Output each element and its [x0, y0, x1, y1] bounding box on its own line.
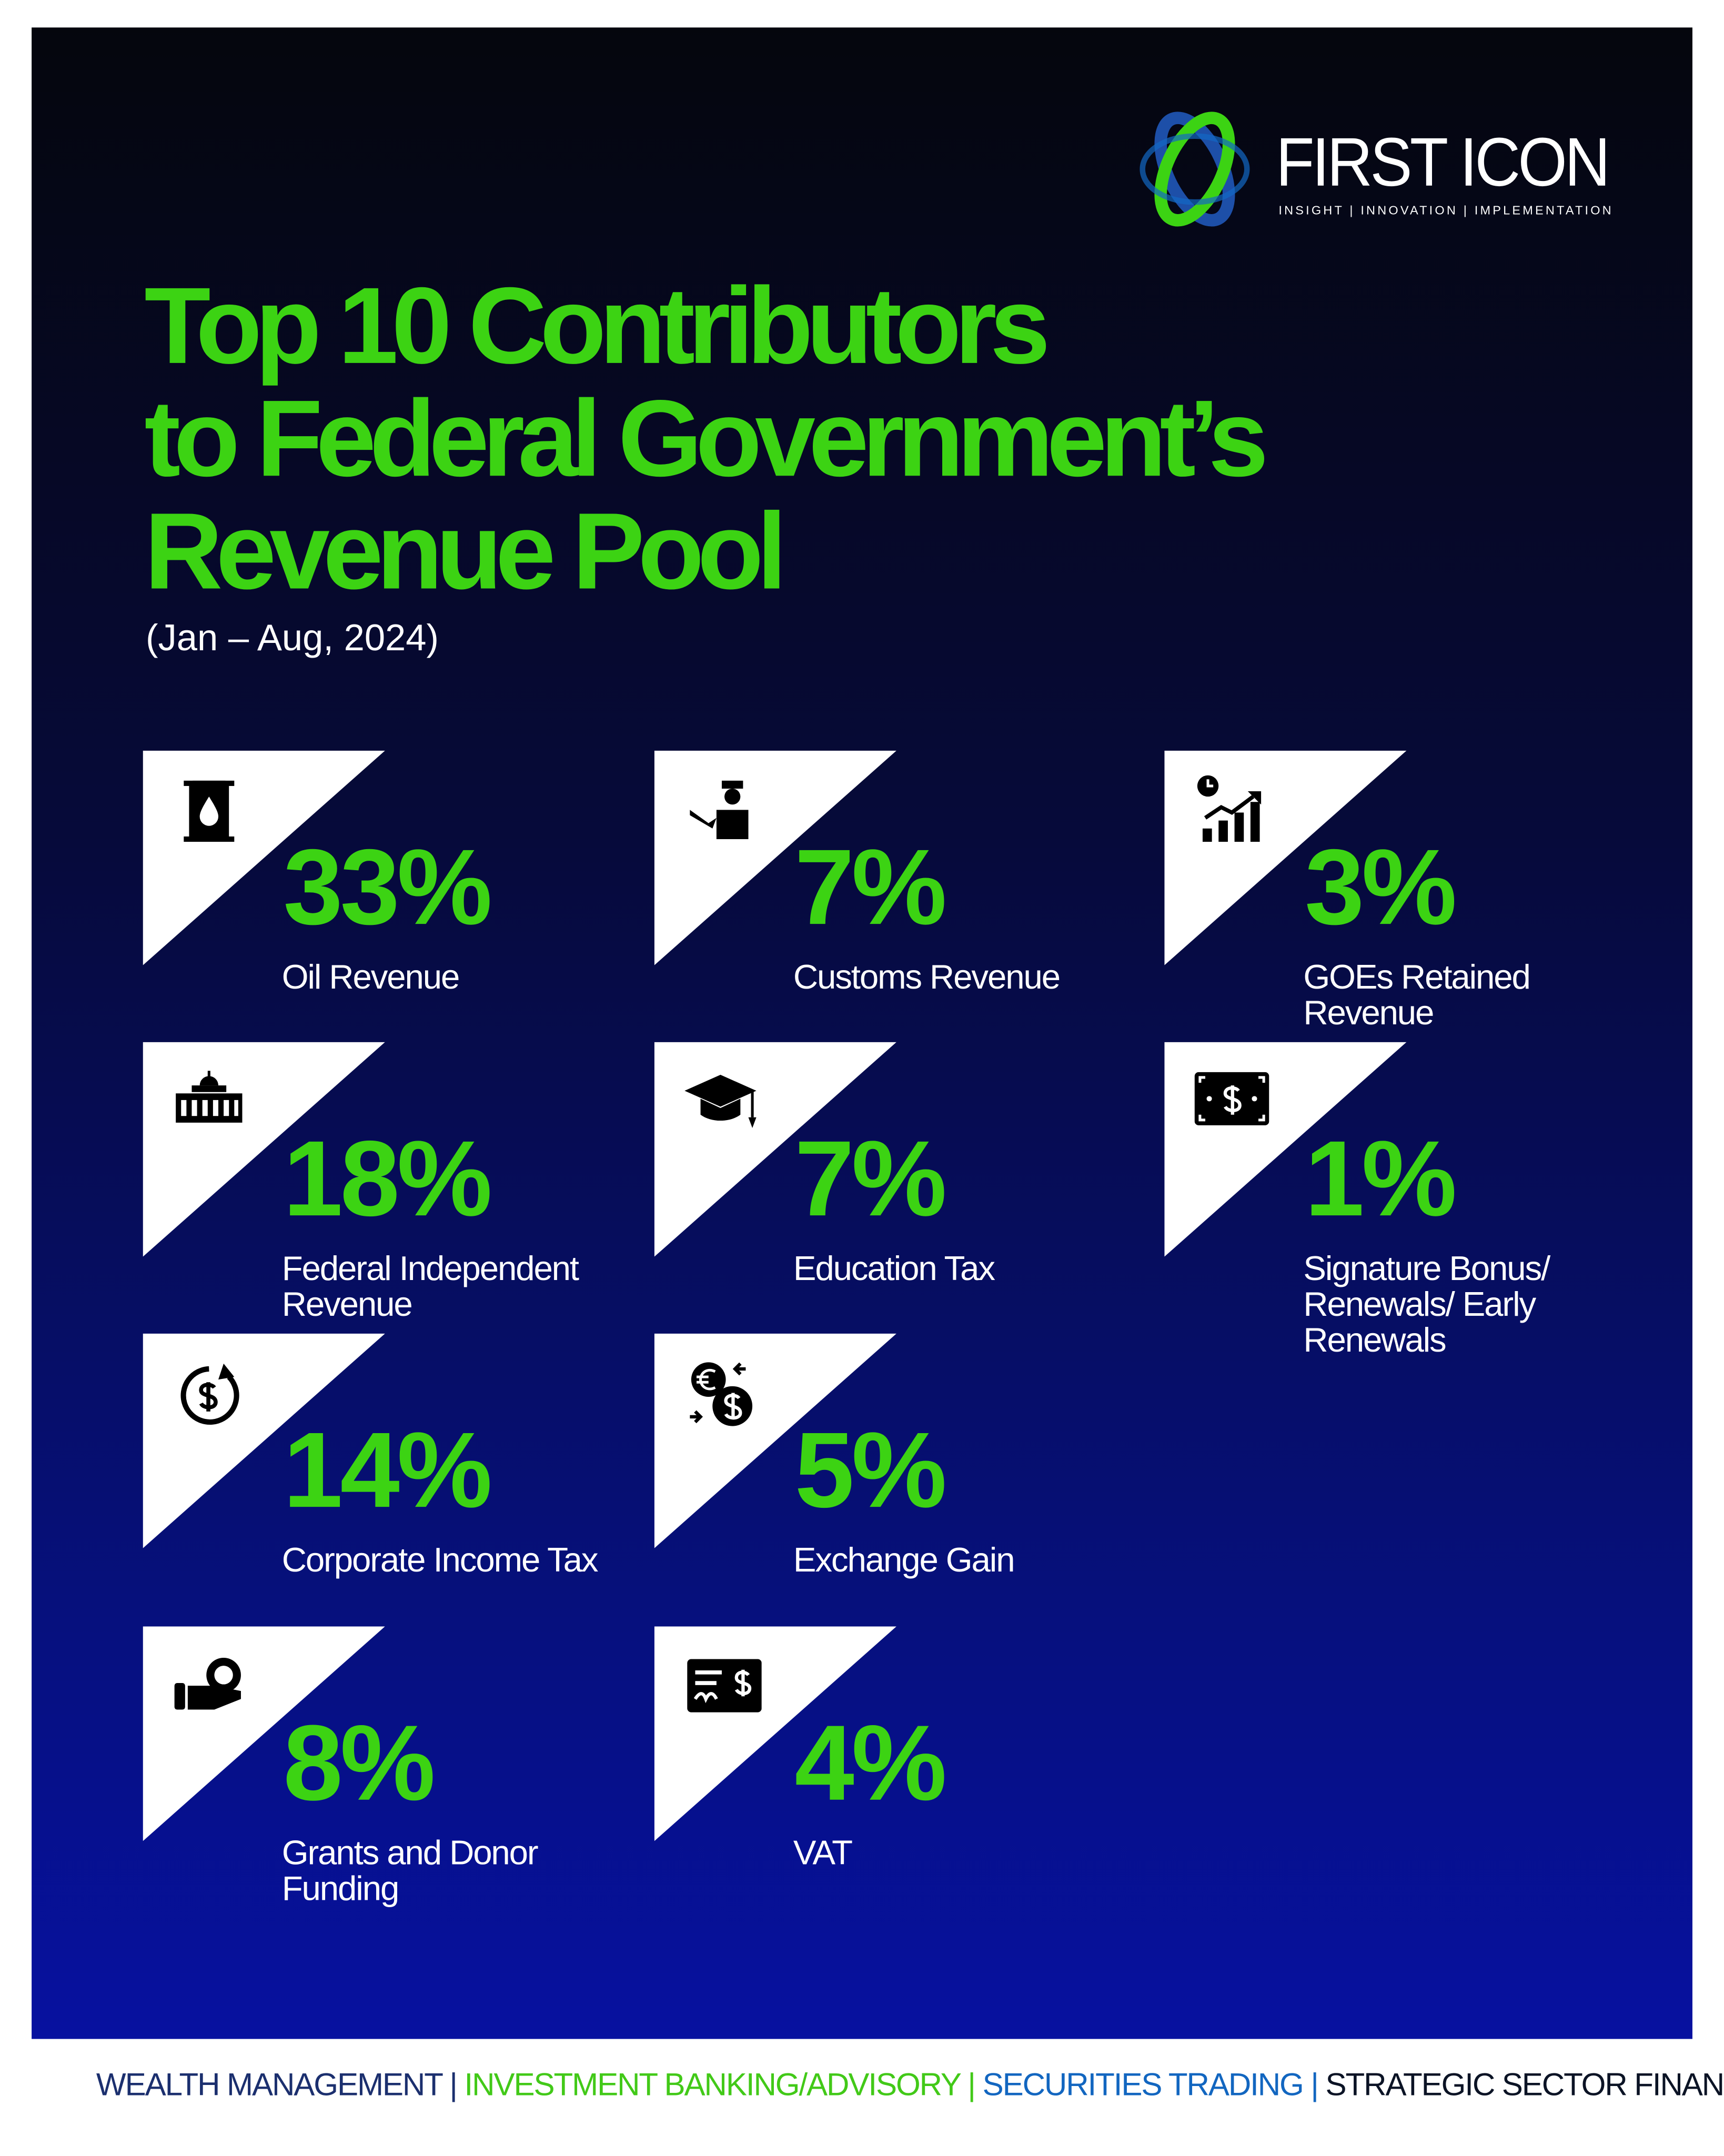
contributor-label: Federal Independent Revenue: [281, 1250, 579, 1324]
footer-item: SECURITIES TRADING: [982, 2066, 1304, 2102]
title-line: Top 10 Contributors: [144, 264, 1050, 387]
currency-exchange-icon: [690, 1362, 753, 1426]
brand-name: FIRST ICON: [1276, 124, 1610, 201]
footer-item: WEALTH MANAGEMENT: [96, 2066, 443, 2102]
title-line: Revenue Pool: [144, 489, 787, 612]
receipt-icon: [687, 1659, 762, 1712]
contributor-percent: 4%: [794, 1702, 946, 1823]
contributor-tile: 8% Grants and Donor Funding: [143, 1626, 624, 1907]
contributor-tile: 7% Customs Revenue: [654, 750, 1136, 1026]
footer-item: INVESTMENT BANKING/ADVISORY: [464, 2066, 961, 2102]
tile-triangle: [654, 1042, 896, 1257]
contributor-label: GOEs Retained Revenue: [1303, 958, 1530, 1033]
contributor-tile: 33% Oil Revenue: [143, 750, 624, 1026]
contributor-percent: 1%: [1305, 1117, 1457, 1239]
contributor-percent: 3%: [1305, 826, 1457, 948]
contributor-label: Education Tax: [793, 1250, 995, 1288]
contributor-tile: 18% Federal Independent Revenue: [143, 1042, 624, 1323]
period-subtitle: (Jan – Aug, 2024): [146, 617, 439, 659]
graduation-cap-icon: [684, 1074, 757, 1128]
government-building-icon: [176, 1071, 243, 1123]
page-title: Top 10 Contributors to Federal Governmen…: [144, 264, 1268, 612]
contributor-percent: 5%: [794, 1409, 946, 1530]
growth-chart-icon: [1197, 775, 1262, 842]
contributor-label: Exchange Gain: [793, 1541, 1015, 1580]
contributor-tile: 5% Exchange Gain: [654, 1333, 1136, 1609]
footer-item: STRATEGIC SECTOR FINANCE: [1325, 2066, 1724, 2102]
hand-coin-icon: [174, 1658, 241, 1710]
tile-triangle: [143, 1333, 385, 1548]
contributor-tile: 1% Signature Bonus/ Renewals/ Early Renew…: [1164, 1042, 1646, 1358]
tile-triangle: [654, 750, 896, 965]
contributor-label: Customs Revenue: [793, 958, 1061, 997]
contributor-percent: 18%: [283, 1117, 492, 1239]
oil-barrel-icon: [184, 780, 235, 842]
banknote-icon: [1194, 1072, 1269, 1125]
contributor-percent: 33%: [283, 826, 492, 948]
logo-mark-icon: [1140, 112, 1250, 227]
contributor-tile: 14% Corporate Income Tax: [143, 1333, 624, 1609]
brand-logo: FIRST ICON INSIGHT | INNOVATION | IMPLEM…: [1136, 110, 1631, 234]
footer-services: WEALTH MANAGEMENT | INVESTMENT BANKING/A…: [96, 2067, 1724, 2104]
title-line: to Federal Government’s: [144, 377, 1268, 499]
contributor-percent: 8%: [283, 1702, 435, 1823]
contributor-percent: 14%: [283, 1409, 492, 1530]
tile-triangle: [143, 1042, 385, 1257]
contributor-label: Grants and Donor Funding: [281, 1834, 539, 1909]
dollar-cycle-icon: [180, 1363, 239, 1425]
contributor-label: VAT: [793, 1834, 853, 1873]
contributor-label: Corporate Income Tax: [281, 1541, 599, 1580]
contributor-label: Signature Bonus/ Renewals/ Early Renewal…: [1303, 1250, 1550, 1360]
customs-officer-icon: [690, 780, 749, 839]
contributor-percent: 7%: [794, 1117, 946, 1239]
contributor-tile: 4% VAT: [654, 1626, 1136, 1902]
tile-triangle: [143, 750, 385, 965]
brand-tagline: INSIGHT | INNOVATION | IMPLEMENTATION: [1278, 203, 1614, 217]
contributor-tile: 7% Education Tax: [654, 1042, 1136, 1317]
tile-triangle: [143, 1626, 385, 1841]
contributor-label: Oil Revenue: [281, 958, 460, 997]
contributor-percent: 7%: [794, 826, 946, 948]
contributor-tile: 3% GOEs Retained Revenue: [1164, 750, 1646, 1031]
